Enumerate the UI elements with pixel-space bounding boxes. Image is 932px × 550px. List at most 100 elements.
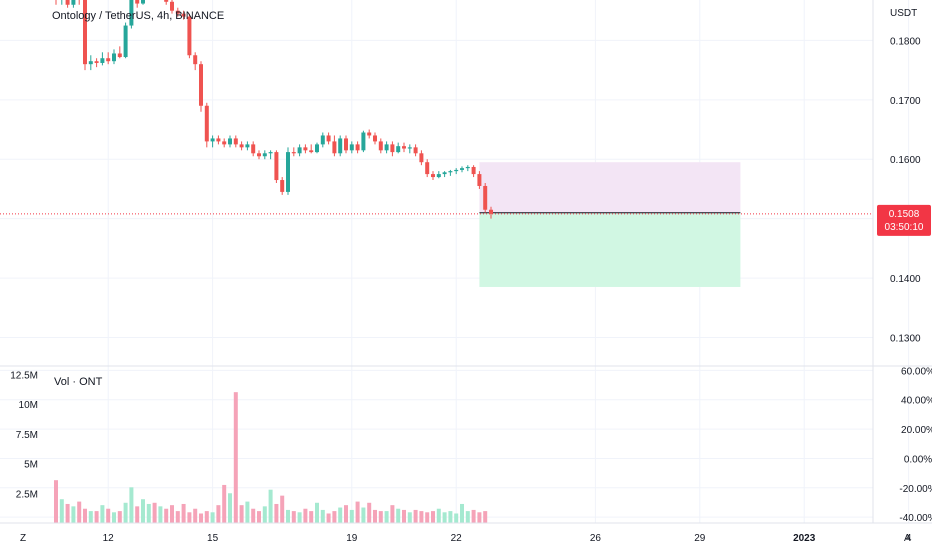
candle [483, 183, 488, 213]
volume-bar [245, 501, 250, 523]
volume-bar [100, 505, 105, 523]
chart-title: Ontology / TetherUS, 4h, BINANCE [52, 10, 224, 22]
auto-mode-button[interactable]: A [904, 533, 911, 544]
position-tool[interactable] [479, 162, 741, 287]
candle [106, 52, 111, 65]
candle [181, 10, 186, 20]
auto-scale-button[interactable]: Z [20, 533, 26, 544]
volume-bar [54, 480, 58, 523]
volume-bar [413, 509, 418, 523]
candle [344, 135, 348, 154]
candle [471, 165, 476, 178]
volume-bar [204, 511, 209, 523]
candle [402, 142, 406, 153]
volume-bar [257, 511, 261, 523]
volume-tick-label: 7.5M [16, 430, 38, 441]
volume-bar [320, 509, 325, 523]
volume-tick-label: 10M [19, 400, 38, 411]
candle [88, 55, 93, 71]
price-tick-label: 0.1300 [890, 333, 921, 344]
volume-bar [83, 508, 87, 523]
candle [332, 135, 337, 157]
volume-tick-label: 12.5M [10, 370, 38, 381]
volume-bar [338, 507, 343, 523]
position-stop-zone[interactable] [479, 212, 741, 287]
time-tick-label: 4 [906, 533, 912, 544]
candle [413, 144, 418, 157]
volume-bar [141, 499, 145, 523]
candle [373, 132, 377, 145]
candle [268, 150, 273, 160]
candle [257, 150, 261, 160]
candle [112, 49, 116, 65]
volume-bar [309, 511, 314, 523]
candle [78, 0, 80, 5]
volume-bar [175, 511, 180, 523]
percent-axis[interactable]: 60.00% 40.00% 20.00% 0.00% -20.00% -40.00% [899, 366, 932, 524]
candle [123, 22, 128, 59]
percent-tick-label: 20.00% [901, 425, 932, 436]
volume-bar [402, 509, 406, 523]
candle [315, 142, 319, 154]
volume-bar [303, 508, 308, 523]
price-tick-label: 0.1600 [890, 155, 921, 166]
candle [384, 141, 389, 154]
volume-bar [344, 505, 348, 523]
candle [326, 132, 331, 145]
volume-bar [396, 508, 401, 523]
volume-bar [280, 495, 285, 523]
svg-text:0.1508: 0.1508 [889, 209, 920, 220]
volume-bar [152, 502, 157, 523]
price-axis[interactable]: 0.1800 0.1700 0.1600 0.1400 0.1300 [890, 36, 921, 344]
candle [378, 138, 383, 154]
candle [460, 166, 464, 173]
candle [204, 102, 209, 148]
price-tick-label: 0.1800 [890, 36, 921, 47]
candle [199, 61, 203, 112]
volume-bar [106, 508, 111, 523]
candle [320, 132, 325, 148]
price-tick-label: 0.1700 [890, 96, 921, 107]
position-target-zone[interactable] [479, 162, 741, 213]
volume-bar [361, 507, 366, 523]
candle [129, 0, 134, 29]
time-tick-label: 29 [694, 533, 706, 544]
volume-bar [170, 505, 174, 523]
last-price-badge: 0.1508 03:50:10 [877, 204, 931, 236]
candle [274, 150, 279, 183]
candle [210, 135, 215, 148]
candle [262, 150, 267, 160]
candle [141, 0, 145, 5]
volume-bar [431, 511, 435, 523]
volume-bar [286, 509, 290, 523]
svg-text:03:50:10: 03:50:10 [885, 222, 924, 233]
volume-bar [216, 505, 221, 523]
candle [489, 206, 493, 219]
candle [280, 177, 285, 195]
candle [65, 0, 70, 8]
volume-legend: Vol · ONT [54, 376, 103, 388]
candle [135, 0, 140, 8]
volume-bar [436, 508, 441, 523]
time-axis[interactable]: 1215192226292023414:009 [103, 533, 932, 544]
time-tick-label: 22 [451, 533, 463, 544]
grid [0, 0, 910, 523]
volume-bar [164, 508, 169, 523]
volume-bar [315, 502, 319, 523]
percent-tick-label: -40.00% [899, 513, 932, 524]
volume-bar [425, 512, 430, 523]
candle [233, 135, 238, 148]
volume-bar [274, 503, 279, 523]
candle [390, 141, 395, 157]
volume-bar [146, 503, 151, 523]
candle [55, 0, 57, 5]
candle [187, 13, 192, 59]
volume-bar [291, 511, 296, 523]
volume-bar [123, 502, 128, 523]
volume-bar [112, 512, 116, 523]
volume-bar [367, 502, 372, 523]
percent-tick-label: 40.00% [901, 396, 932, 407]
volume-bar [65, 503, 70, 523]
volume-bar [59, 499, 64, 523]
